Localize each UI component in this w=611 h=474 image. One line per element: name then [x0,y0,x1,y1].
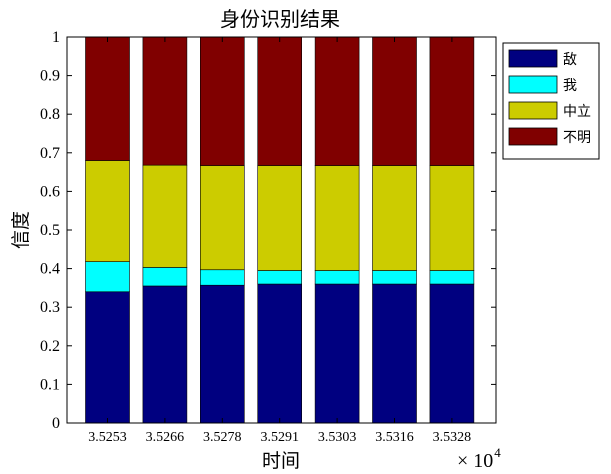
bar-segment-2-2 [200,165,245,271]
y-tick-label-1: 0.1 [40,376,60,393]
legend-swatch-2 [508,101,558,120]
bar-segment-2-1 [200,269,245,286]
bar-segment-6-3 [429,36,475,166]
bar-segment-4-1 [314,270,360,285]
bar-segment-2-3 [200,36,245,166]
y-tick-label-0: 0 [52,415,60,432]
legend-label-0: 敌 [563,52,577,68]
x-tick-label-2: 3.5278 [203,430,242,445]
y-tick-label-4: 0.4 [40,261,60,278]
x-multiplier: × 104 [457,445,501,472]
x-tick-label-4: 3.5303 [318,430,357,445]
bar-segment-4-3 [314,36,360,166]
y-tick-label-2: 0.2 [40,338,60,355]
bar-segment-0-1 [85,261,130,293]
bar-segment-3-0 [257,283,303,424]
bar-segment-5-3 [372,36,417,166]
x-tick-label-0: 3.5253 [88,430,127,445]
x-tick-label-1: 3.5266 [146,430,185,445]
bar-segment-1-3 [142,36,188,166]
bars-group [85,36,475,424]
y-tick-label-7: 0.7 [40,145,60,162]
x-axis: 3.5253 3.5266 3.5278 3.5291 3.5303 3.5316 3.53… [88,37,471,445]
bar-segment-5-2 [372,165,417,271]
x-multiplier-exponent: 4 [494,445,501,460]
y-tick-label-3: 0.3 [40,299,60,316]
chart-title: 身份识别结果 [220,7,340,31]
y-tick-label-6: 0.6 [40,183,60,200]
x-tick-label-6: 3.5328 [433,430,472,445]
x-axis-title: 时间 [262,450,300,472]
bar-segment-5-0 [372,283,417,424]
legend-label-3: 不明 [563,130,591,146]
bar-segment-5-1 [372,270,417,285]
legend-swatch-0 [508,49,558,68]
y-tick-label-5: 0.5 [40,222,60,239]
bar-segment-1-1 [142,267,188,287]
legend-label-1: 我 [563,78,577,94]
legend-label-2: 中立 [563,104,591,120]
y-tick-label-10: 1 [52,29,60,46]
x-tick-label-5: 3.5316 [375,430,414,445]
y-axis-title: 信度 [10,211,32,249]
bar-segment-3-3 [257,36,303,166]
y-axis: 0 0.1 0.2 0.3 0.4 0.5 0.6 0.7 0.8 0.9 1 [40,29,496,432]
bar-segment-2-0 [200,284,245,424]
bar-segment-1-2 [142,164,188,268]
bar-segment-6-1 [429,270,475,285]
bar-segment-6-0 [429,283,475,424]
bar-segment-4-2 [314,165,360,271]
bar-segment-3-2 [257,165,303,271]
bar-segment-3-1 [257,270,303,285]
bar-segment-0-3 [85,36,130,161]
x-tick-label-3: 3.5291 [260,430,299,445]
x-multiplier-base: × 10 [457,450,493,472]
bar-segment-1-0 [142,285,188,424]
legend-swatch-3 [508,127,558,146]
y-tick-label-8: 0.8 [40,106,60,123]
legend-swatch-1 [508,75,558,94]
bar-segment-4-0 [314,283,360,424]
bar-segment-0-2 [85,160,130,262]
bar-segment-0-0 [85,291,130,424]
y-tick-label-9: 0.9 [40,68,60,85]
bar-segment-6-2 [429,165,475,271]
